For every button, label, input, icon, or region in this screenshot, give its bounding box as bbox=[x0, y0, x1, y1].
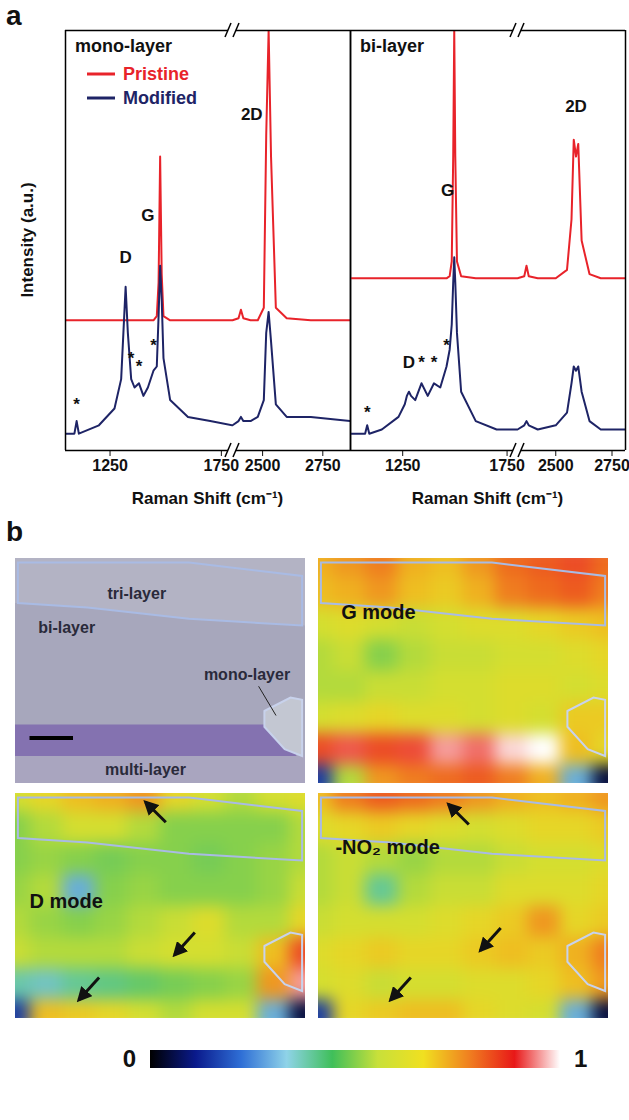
svg-text:*: * bbox=[431, 353, 438, 372]
html-text:0: 0 bbox=[122, 1045, 136, 1072]
html-text:Raman Shift (cm⁻¹): Raman Shift (cm⁻¹) bbox=[131, 489, 284, 508]
html-text:-NO₂ mode: -NO₂ mode bbox=[335, 835, 440, 858]
svg-text:G: G bbox=[141, 206, 154, 225]
svg-text:*: * bbox=[443, 336, 450, 355]
html-text:Pristine: Pristine bbox=[123, 63, 189, 84]
svg-text:2750: 2750 bbox=[594, 457, 629, 474]
svg-text:2500: 2500 bbox=[538, 457, 574, 474]
svg-text:1250: 1250 bbox=[385, 457, 421, 474]
html-text:tri-layer: tri-layer bbox=[107, 585, 167, 602]
html-text:G mode: G mode bbox=[341, 600, 416, 623]
html-text:mono-layer: mono-layer bbox=[75, 36, 172, 56]
svg-text:2500: 2500 bbox=[245, 457, 281, 474]
svg-text:*: * bbox=[128, 349, 135, 368]
svg-text:*: * bbox=[136, 357, 143, 376]
svg-text:*: * bbox=[150, 336, 157, 355]
html-text:1: 1 bbox=[574, 1045, 588, 1072]
html-text:Intensity (a.u.): Intensity (a.u.) bbox=[18, 182, 37, 298]
svg-text:*: * bbox=[364, 403, 371, 422]
svg-text:2D: 2D bbox=[565, 97, 587, 116]
html-text:Modified: Modified bbox=[123, 87, 197, 108]
html-text:bi-layer: bi-layer bbox=[38, 618, 96, 636]
svg-text:1250: 1250 bbox=[92, 457, 128, 474]
html-text:bi-layer: bi-layer bbox=[360, 36, 424, 56]
svg-text:D: D bbox=[403, 353, 415, 372]
svg-text:1750: 1750 bbox=[489, 457, 525, 474]
svg-text:1750: 1750 bbox=[204, 457, 240, 474]
html-text:D mode: D mode bbox=[29, 889, 103, 912]
html-text:b: b bbox=[6, 516, 24, 547]
svg-text:2D: 2D bbox=[241, 105, 263, 124]
html-text:multi-layer: multi-layer bbox=[105, 760, 186, 778]
svg-text:*: * bbox=[418, 353, 425, 372]
svg-text:*: * bbox=[73, 395, 80, 414]
svg-text:D: D bbox=[119, 248, 131, 267]
html-text:Raman Shift (cm⁻¹): Raman Shift (cm⁻¹) bbox=[411, 489, 564, 508]
svg-text:G: G bbox=[441, 181, 454, 200]
html-text:mono-layer: mono-layer bbox=[203, 666, 291, 683]
svg-text:2750: 2750 bbox=[305, 457, 341, 474]
html-text:a: a bbox=[6, 0, 22, 31]
